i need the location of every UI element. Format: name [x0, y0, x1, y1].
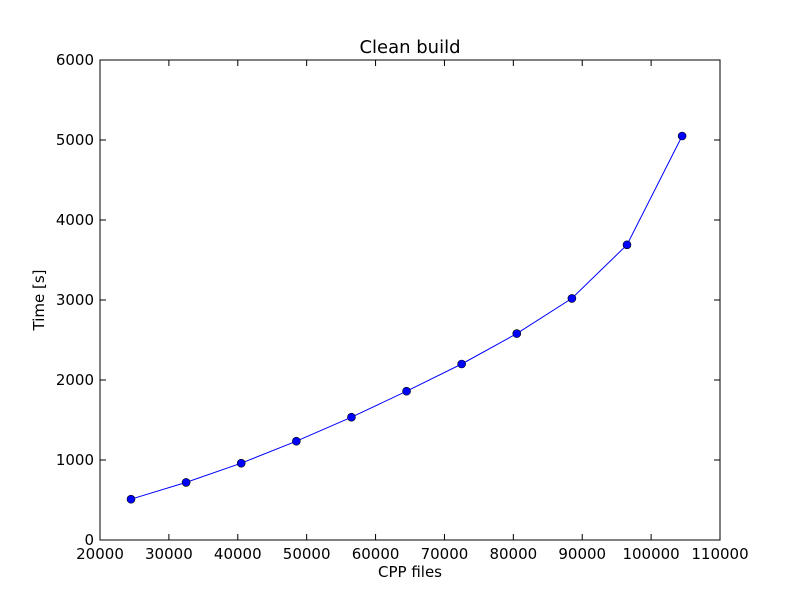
data-point — [512, 329, 522, 338]
chart-title: Clean build — [359, 37, 460, 58]
x-tick-label: 110000 — [691, 545, 748, 563]
data-point — [567, 294, 577, 303]
data-point — [292, 436, 301, 446]
y-tick-label: 2000 — [56, 371, 94, 389]
x-tick-label: 60000 — [352, 545, 400, 563]
x-tick-label: 80000 — [489, 545, 537, 563]
data-point — [677, 131, 687, 141]
series-line — [130, 135, 683, 500]
y-tick-label: 1000 — [56, 451, 94, 469]
y-tick-label: 4000 — [56, 211, 94, 229]
data-point — [236, 458, 246, 468]
x-axis-label: CPP files — [378, 563, 442, 581]
data-point — [622, 240, 632, 250]
x-tick-label: 40000 — [214, 545, 262, 563]
x-tick-label: 30000 — [145, 545, 193, 563]
data-point — [402, 386, 411, 396]
y-tick-label: 6000 — [56, 51, 94, 69]
x-tick-label: 50000 — [283, 545, 331, 563]
plot-frame — [99, 59, 721, 541]
y-tick-label: 0 — [84, 531, 94, 549]
x-tick-label: 20000 — [76, 545, 124, 563]
y-tick-label: 3000 — [56, 291, 94, 309]
y-axis-label: Time [s] — [30, 270, 48, 332]
axis-ticks: 20000 30000 40000 50000 60000 70000 80000 90000… — [56, 51, 749, 563]
series-group — [126, 131, 687, 504]
data-point — [181, 478, 191, 487]
x-tick-label: 100000 — [622, 545, 679, 563]
x-tick-label: 90000 — [558, 545, 606, 563]
y-tick-label: 5000 — [56, 131, 94, 149]
data-point — [347, 412, 356, 422]
data-point — [457, 359, 466, 369]
x-tick-label: 70000 — [421, 545, 469, 563]
data-point — [126, 494, 136, 504]
